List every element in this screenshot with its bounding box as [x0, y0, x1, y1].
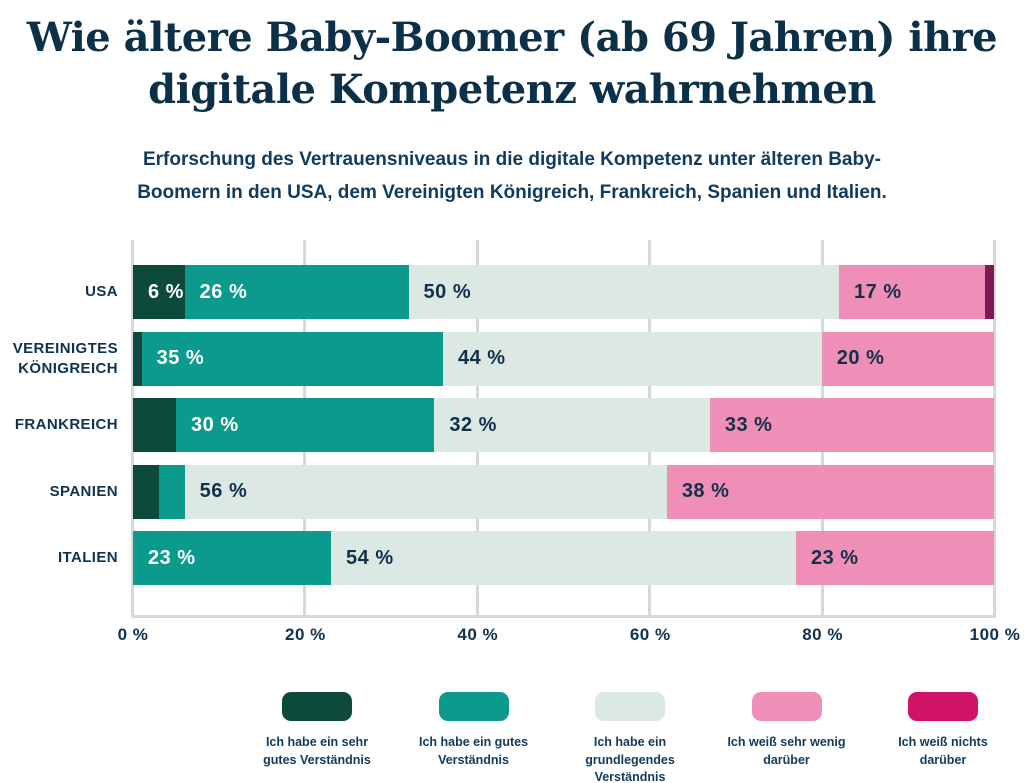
- x-axis-tick-label: 40 %: [457, 625, 499, 644]
- segment-value-label: 26 %: [199, 280, 248, 303]
- legend-swatch: [282, 692, 352, 721]
- page-subtitle: Erforschung des Vertrauensniveaus in die…: [137, 149, 887, 204]
- bar-segment: [133, 464, 159, 519]
- bar-segment: 30 %: [176, 398, 435, 452]
- x-axis-tick-label: 100 %: [969, 625, 1021, 644]
- bar-segment: 50 %: [408, 265, 840, 319]
- legend-swatch: [908, 692, 978, 721]
- category-label: SPANIEN: [49, 482, 118, 500]
- segment-value-label: 56 %: [199, 480, 248, 502]
- segment-value-label: 44 %: [457, 347, 506, 369]
- legend-label: Ich weiß nichts darüber: [898, 735, 988, 767]
- bar-segment: [158, 464, 185, 519]
- legend-item: Ich habe ein sehr gutes Verständnis: [240, 692, 394, 783]
- bar-track: 56 % 38 %: [133, 464, 994, 519]
- x-axis-baseline: [132, 615, 996, 618]
- gridline: [131, 240, 134, 617]
- segment-value-label: 30 %: [191, 413, 239, 436]
- legend-item: Ich weiß sehr wenig darüber: [710, 692, 864, 783]
- category-label: VEREINIGTES KÖNIGREICH: [12, 340, 118, 377]
- chart-legend: Ich habe ein sehr gutes Verständnis Ich h…: [240, 692, 1020, 783]
- bar-row: FRANKREICH 30 % 32 % 33 %: [0, 398, 1024, 452]
- segment-value-label: 54 %: [346, 546, 394, 569]
- bar-segment: 35 %: [141, 331, 443, 386]
- bar-segment: [133, 331, 142, 386]
- bar-segment: 26 %: [184, 265, 409, 319]
- legend-item: Ich habe ein gutes Verständnis: [397, 692, 551, 783]
- legend-swatch: [438, 692, 509, 721]
- segment-value-label: 50 %: [423, 280, 472, 303]
- bar-segment: 38 %: [666, 464, 994, 519]
- x-axis-tick-label: 60 %: [629, 625, 671, 644]
- bar-track: 6 % 26 % 50 % 17 %: [133, 265, 994, 319]
- bar-segment: 54 %: [331, 531, 796, 585]
- segment-value-label: 6 %: [148, 280, 184, 303]
- legend-item: Ich habe ein grundlegendes Verständnis: [553, 692, 707, 783]
- bar-segment: 44 %: [442, 331, 822, 386]
- segment-value-label: 33 %: [724, 413, 773, 436]
- bar-track: 30 % 32 % 33 %: [133, 398, 994, 452]
- bar-segment: 32 %: [434, 398, 710, 452]
- bar-row: SPANIEN 56 % 38 %: [0, 464, 1024, 519]
- bar-segment: 33 %: [709, 398, 994, 452]
- legend-label: Ich weiß sehr wenig darüber: [727, 735, 846, 767]
- gridline: [993, 240, 996, 617]
- bar-row: USA 6 % 26 % 50 % 17 %: [0, 265, 1024, 319]
- x-axis-tick-label: 80 %: [802, 625, 843, 644]
- bar-row: ITALIEN 23 % 54 % 23 %: [0, 531, 1024, 585]
- legend-item: Ich weiß nichts darüber: [866, 692, 1020, 783]
- category-label: ITALIEN: [57, 549, 118, 567]
- legend-swatch: [595, 692, 665, 721]
- bar-segment: 56 %: [184, 464, 667, 519]
- segment-value-label: 23 %: [810, 546, 859, 569]
- segment-value-label: 38 %: [681, 480, 730, 502]
- x-axis-tick-label: 0 %: [117, 625, 149, 644]
- bar-segment: 17 %: [839, 265, 986, 319]
- bar-track: 23 % 54 % 23 %: [133, 531, 994, 585]
- segment-value-label: 35 %: [156, 347, 205, 369]
- stacked-bar-chart: USA 6 % 26 % 50 % 17 % VEREINIGTES KÖNIGREICH…: [0, 240, 1024, 660]
- segment-value-label: 32 %: [449, 413, 497, 436]
- bar-segment: 23 %: [795, 531, 994, 585]
- segment-value-label: 17 %: [854, 280, 902, 303]
- legend-label: Ich habe ein gutes Verständnis: [418, 735, 529, 767]
- bar-segment: 20 %: [821, 331, 994, 386]
- bar-segment: 6 %: [133, 265, 185, 319]
- category-label: FRANKREICH: [14, 416, 118, 434]
- segment-value-label: 20 %: [836, 347, 885, 369]
- legend-swatch: [751, 692, 822, 721]
- bar-segment: [133, 398, 177, 452]
- category-label: USA: [85, 283, 118, 301]
- page-title: Wie ältere Baby-Boomer (ab 69 Jahren) ih…: [26, 14, 998, 113]
- bar-row: VEREINIGTES KÖNIGREICH 35 % 44 % 20 %: [0, 331, 1024, 386]
- segment-value-label: 23 %: [148, 546, 196, 569]
- legend-label: Ich habe ein sehr gutes Verständnis: [263, 735, 371, 767]
- x-axis-tick-label: 20 %: [285, 625, 326, 644]
- legend-label: Ich habe ein grundlegendes Verständnis: [585, 735, 675, 783]
- bar-track: 35 % 44 % 20 %: [133, 331, 994, 386]
- bar-segment: 23 %: [133, 531, 332, 585]
- bar-segment: [985, 265, 994, 319]
